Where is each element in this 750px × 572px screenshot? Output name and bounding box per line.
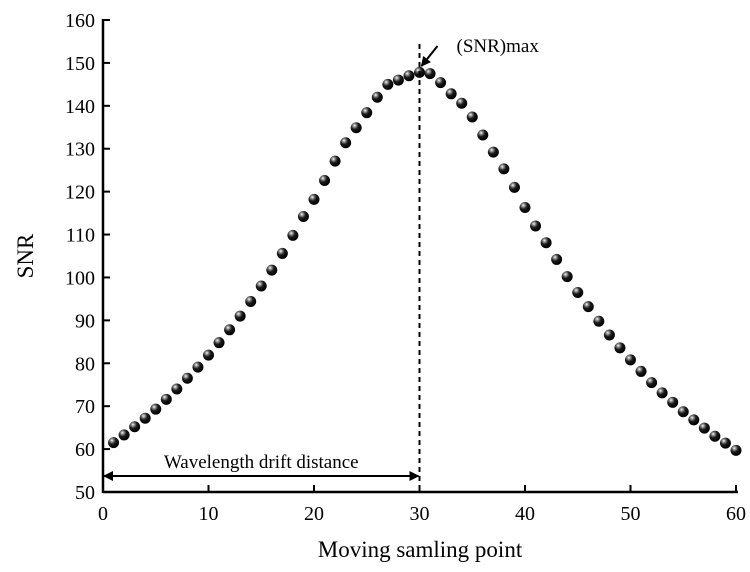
data-point — [719, 437, 731, 449]
data-point — [445, 88, 457, 100]
data-point — [477, 129, 489, 141]
peak-arrow — [420, 45, 439, 67]
y-tick-label: 60 — [75, 439, 95, 461]
data-point — [403, 70, 415, 82]
y-tick-label: 90 — [75, 310, 95, 332]
data-point — [118, 429, 130, 441]
y-tick-label: 140 — [65, 96, 95, 118]
annotations: (SNR)max Wavelength drift distance — [103, 36, 540, 492]
data-point — [540, 237, 552, 249]
data-point — [371, 91, 383, 103]
data-point — [424, 68, 436, 80]
data-point — [129, 421, 141, 433]
data-point — [108, 437, 120, 449]
y-tick-label: 150 — [65, 53, 95, 75]
data-point — [688, 414, 700, 426]
y-tick-label: 70 — [75, 396, 95, 418]
y-tick-label: 50 — [75, 482, 95, 504]
data-point — [698, 422, 710, 434]
data-point — [319, 174, 331, 186]
data-point — [181, 372, 193, 384]
data-point — [466, 111, 478, 123]
data-point — [677, 406, 689, 418]
data-point — [530, 220, 542, 232]
data-point — [456, 97, 468, 109]
data-point — [614, 342, 626, 354]
data-point — [582, 301, 594, 313]
data-point — [287, 229, 299, 241]
data-point — [150, 403, 162, 415]
y-tick-label: 120 — [65, 182, 95, 204]
x-tick-label: 30 — [410, 503, 430, 525]
data-point — [709, 430, 721, 442]
data-point — [508, 181, 520, 193]
data-point — [255, 280, 267, 292]
data-point — [297, 211, 309, 223]
data-point — [340, 137, 352, 149]
data-point — [498, 163, 510, 175]
data-point — [625, 354, 636, 366]
data-point — [171, 383, 183, 395]
data-point — [192, 361, 204, 373]
y-tick-label: 130 — [65, 139, 95, 161]
data-point — [329, 155, 341, 167]
data-point — [224, 324, 236, 336]
x-axis-title: Moving samling point — [318, 537, 523, 562]
data-point — [213, 337, 225, 349]
data-point — [519, 202, 531, 214]
data-point — [667, 396, 679, 408]
data-point — [435, 77, 447, 89]
data-point — [160, 393, 172, 405]
x-tick-label: 20 — [304, 503, 324, 525]
data-point — [730, 444, 742, 456]
x-tick-label: 60 — [726, 503, 746, 525]
data-points — [108, 66, 742, 456]
y-tick-label: 110 — [66, 225, 95, 247]
data-point — [656, 387, 668, 399]
axes: 0 10 20 30 40 50 60 50 60 70 80 90 100 110 120 130 140 15… — [65, 10, 746, 525]
data-point — [276, 247, 288, 259]
y-axis-title: SNR — [13, 233, 38, 278]
data-point — [203, 349, 214, 361]
x-tick-label: 0 — [98, 503, 108, 525]
data-point — [561, 271, 573, 283]
x-tick-label: 50 — [621, 503, 641, 525]
x-tick-label: 10 — [199, 503, 219, 525]
data-point — [350, 122, 362, 134]
data-point — [361, 107, 373, 119]
x-tick-label: 40 — [515, 503, 535, 525]
y-tick-label: 100 — [65, 267, 95, 289]
data-point — [487, 146, 499, 158]
drift-label: Wavelength drift distance — [164, 452, 359, 473]
data-point — [551, 253, 563, 265]
data-point — [646, 377, 658, 389]
data-point — [603, 329, 615, 341]
data-point — [308, 193, 320, 205]
data-point — [593, 315, 605, 327]
data-point — [392, 74, 404, 86]
y-tick-label: 160 — [65, 10, 95, 32]
y-tick-label: 80 — [75, 353, 95, 375]
peak-label: (SNR)max — [457, 36, 540, 57]
data-point — [245, 295, 257, 307]
data-point — [635, 365, 647, 377]
data-point — [572, 286, 584, 298]
data-point — [139, 412, 151, 424]
data-point — [382, 78, 394, 90]
data-point — [234, 310, 246, 322]
data-point — [266, 264, 278, 276]
